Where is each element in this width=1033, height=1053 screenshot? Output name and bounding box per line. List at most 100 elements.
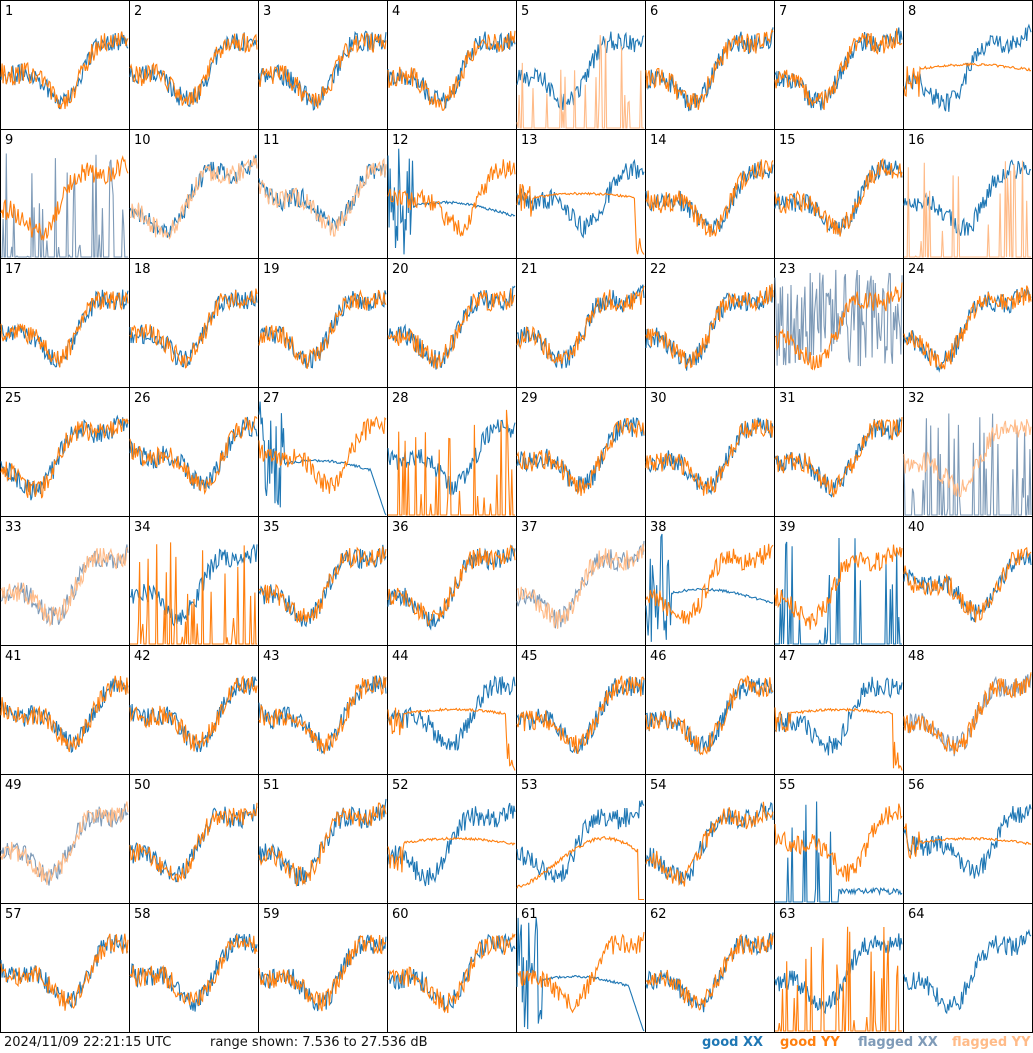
panel-frame: [774, 0, 904, 130]
panel-17: 17: [0, 258, 130, 388]
series-xx-line: [387, 802, 516, 887]
panel-43: 43: [258, 645, 388, 775]
panel-label: 9: [5, 133, 13, 148]
panel-45: 45: [516, 645, 646, 775]
panel-label: 48: [908, 649, 925, 664]
panel-34: 34: [129, 516, 259, 646]
panel-20: 20: [387, 258, 517, 388]
panel-label: 27: [263, 391, 280, 406]
panel-frame: [774, 129, 904, 259]
series-xx-line: [775, 537, 902, 645]
series-yy-line: [774, 544, 903, 630]
series-yy-line: [516, 932, 645, 1014]
panel-label: 51: [263, 778, 280, 793]
legend-flagged-xx: flagged XX: [858, 1035, 938, 1050]
series-xx-line: [516, 158, 645, 239]
series-yy-line: [0, 290, 129, 368]
panel-label: 54: [650, 778, 667, 793]
panel-frame: [258, 903, 388, 1033]
panel-label: 12: [392, 133, 409, 148]
series-yy-line: [387, 707, 516, 771]
series-yy-line: [258, 934, 387, 1012]
series-yy-line: [258, 32, 387, 109]
panel-40: 40: [903, 516, 1033, 646]
series-yy-line: [129, 416, 258, 495]
panel-52: 52: [387, 774, 517, 904]
panel-63: 63: [774, 903, 904, 1033]
series-yy-line: [645, 674, 774, 756]
series-yy-line: [387, 836, 516, 873]
panel-frame: [258, 258, 388, 388]
panel-49: 49: [0, 774, 130, 904]
panel-frame: [645, 0, 775, 130]
panel-33: 33: [0, 516, 130, 646]
panel-21: 21: [516, 258, 646, 388]
panel-label: 32: [908, 391, 925, 406]
series-xx-line: [903, 413, 1032, 516]
panel-16: 16: [903, 129, 1033, 259]
series-yy-line: [645, 933, 774, 1011]
panel-frame: [645, 903, 775, 1033]
series-yy-line: [258, 802, 387, 887]
panel-frame: [258, 129, 388, 259]
panel-frame: [903, 645, 1033, 775]
panel-29: 29: [516, 387, 646, 517]
panel-frame: [645, 129, 775, 259]
series-yy-line: [903, 419, 1032, 498]
panel-10: 10: [129, 129, 259, 259]
panel-5: 5: [516, 0, 646, 130]
panel-58: 58: [129, 903, 259, 1033]
series-yy-line: [645, 801, 774, 887]
series-yy-line: [129, 32, 258, 106]
panel-frame: [258, 774, 388, 904]
panel-label: 42: [134, 649, 151, 664]
series-yy-line: [130, 542, 257, 645]
panel-label: 23: [779, 262, 796, 277]
series-yy-line: [903, 672, 1032, 755]
series-yy-line: [516, 285, 645, 364]
panel-label: 50: [134, 778, 151, 793]
series-yy-line: [774, 28, 903, 111]
panel-46: 46: [645, 645, 775, 775]
panel-frame: [129, 774, 259, 904]
panel-31: 31: [774, 387, 904, 517]
series-yy-line: [645, 159, 774, 238]
panel-9: 9: [0, 129, 130, 259]
panel-label: 53: [521, 778, 538, 793]
series-yy-line: [129, 675, 258, 752]
panel-frame: [516, 0, 646, 130]
series-yy-line: [645, 543, 774, 625]
panel-frame: [129, 258, 259, 388]
panel-frame: [129, 387, 259, 517]
panel-28: 28: [387, 387, 517, 517]
panel-label: 56: [908, 778, 925, 793]
series-yy-line: [258, 415, 387, 494]
panel-label: 11: [263, 133, 280, 148]
panel-label: 38: [650, 520, 667, 535]
panel-frame: [0, 387, 130, 517]
series-xx-line: [903, 928, 1032, 1015]
series-yy-line: [0, 547, 129, 627]
panel-label: 45: [521, 649, 538, 664]
panel-30: 30: [645, 387, 775, 517]
series-xx-line: [903, 804, 1032, 879]
panel-27: 27: [258, 387, 388, 517]
panel-26: 26: [129, 387, 259, 517]
panel-32: 32: [903, 387, 1033, 517]
panel-22: 22: [645, 258, 775, 388]
panel-label: 31: [779, 391, 796, 406]
panel-7: 7: [774, 0, 904, 130]
panel-frame: [129, 645, 259, 775]
series-xx-line: [387, 148, 516, 255]
panel-label: 39: [779, 520, 796, 535]
panel-label: 58: [134, 907, 151, 922]
series-xx-line: [774, 269, 903, 367]
series-yy-line: [129, 155, 258, 240]
panel-frame: [516, 258, 646, 388]
panel-54: 54: [645, 774, 775, 904]
series-yy-line: [129, 288, 258, 369]
panel-frame: [129, 903, 259, 1033]
panel-label: 40: [908, 520, 925, 535]
panel-61: 61: [516, 903, 646, 1033]
panel-label: 2: [134, 4, 142, 19]
